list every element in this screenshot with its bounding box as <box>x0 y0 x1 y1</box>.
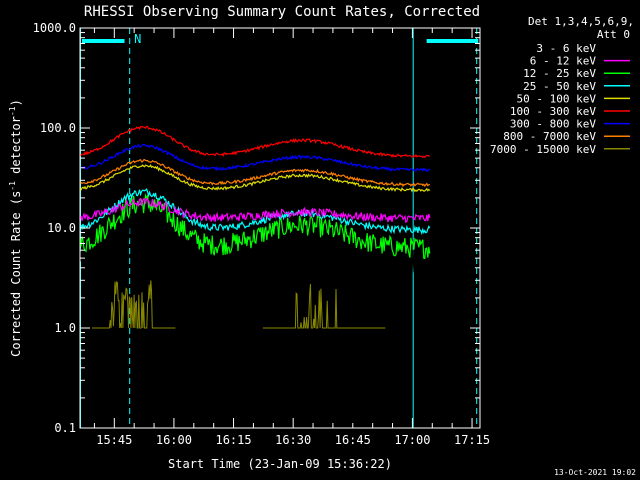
series-line-7 <box>79 143 430 173</box>
flag-label: N <box>134 32 141 46</box>
x-tick-label: 16:00 <box>156 433 192 447</box>
series-line-8 <box>79 159 431 188</box>
y-axis-label-prefix: Corrected Count Rate (s <box>9 191 23 357</box>
legend-header-line1: Det 1,3,4,5,6,9, <box>528 15 634 28</box>
legend-label-4: 25 - 50 keV <box>523 80 596 93</box>
y-axis-label: Corrected Count Rate (s-1 detector-1) <box>8 99 23 357</box>
flag-bar <box>81 39 125 43</box>
x-axis-label: Start Time (23-Jan-09 15:36:22) <box>168 457 392 471</box>
series-line-2 <box>79 197 431 224</box>
y-axis-label-sup-2: -1 <box>8 106 17 116</box>
legend-label-2: 6 - 12 keV <box>530 55 597 68</box>
x-tick-label: 17:15 <box>454 433 490 447</box>
legend-label-9: 7000 - 15000 keV <box>490 143 596 156</box>
x-axis: 15:45 16:00 16:15 16:30 16:45 17:00 17:15 <box>93 28 490 447</box>
series-line-4 <box>79 188 431 236</box>
x-tick-label: 16:15 <box>215 433 251 447</box>
flag-bar <box>426 39 479 43</box>
series-line-6 <box>79 125 430 159</box>
x-tick-label: 16:30 <box>275 433 311 447</box>
legend-label-7: 300 - 800 keV <box>510 118 596 131</box>
y-axis: 1000.0 100.0 10.0 1.0 0.1 <box>33 21 480 435</box>
legend-label-3: 12 - 25 keV <box>523 67 596 80</box>
chart-title: RHESSI Observing Summary Count Rates, Co… <box>84 4 480 20</box>
legend-label-6: 100 - 300 keV <box>510 105 596 118</box>
y-axis-label-sup-1: -1 <box>8 181 17 191</box>
series-line-9 <box>91 280 386 329</box>
timestamp: 13-Oct-2021 19:02 <box>554 468 636 477</box>
y-tick-label: 10.0 <box>47 221 76 235</box>
y-axis-label-mid: detector <box>9 116 23 181</box>
y-tick-label: 1000.0 <box>33 21 76 35</box>
y-tick-label: 1.0 <box>54 321 76 335</box>
x-tick-label: 15:45 <box>96 433 132 447</box>
legend-header-line2: Att 0 <box>597 28 630 41</box>
x-tick-label: 16:45 <box>335 433 371 447</box>
series-line-5 <box>79 164 431 193</box>
plot-area: N <box>79 28 479 428</box>
y-tick-label: 100.0 <box>40 121 76 135</box>
legend-label-8: 800 - 7000 keV <box>503 130 596 143</box>
y-axis-label-suffix: ) <box>9 99 23 106</box>
x-tick-label: 17:00 <box>394 433 430 447</box>
series-line-1 <box>79 203 431 276</box>
y-tick-label: 0.1 <box>54 421 76 435</box>
legend-label-1: 3 - 6 keV <box>536 42 596 55</box>
legend-label-5: 50 - 100 keV <box>517 92 597 105</box>
